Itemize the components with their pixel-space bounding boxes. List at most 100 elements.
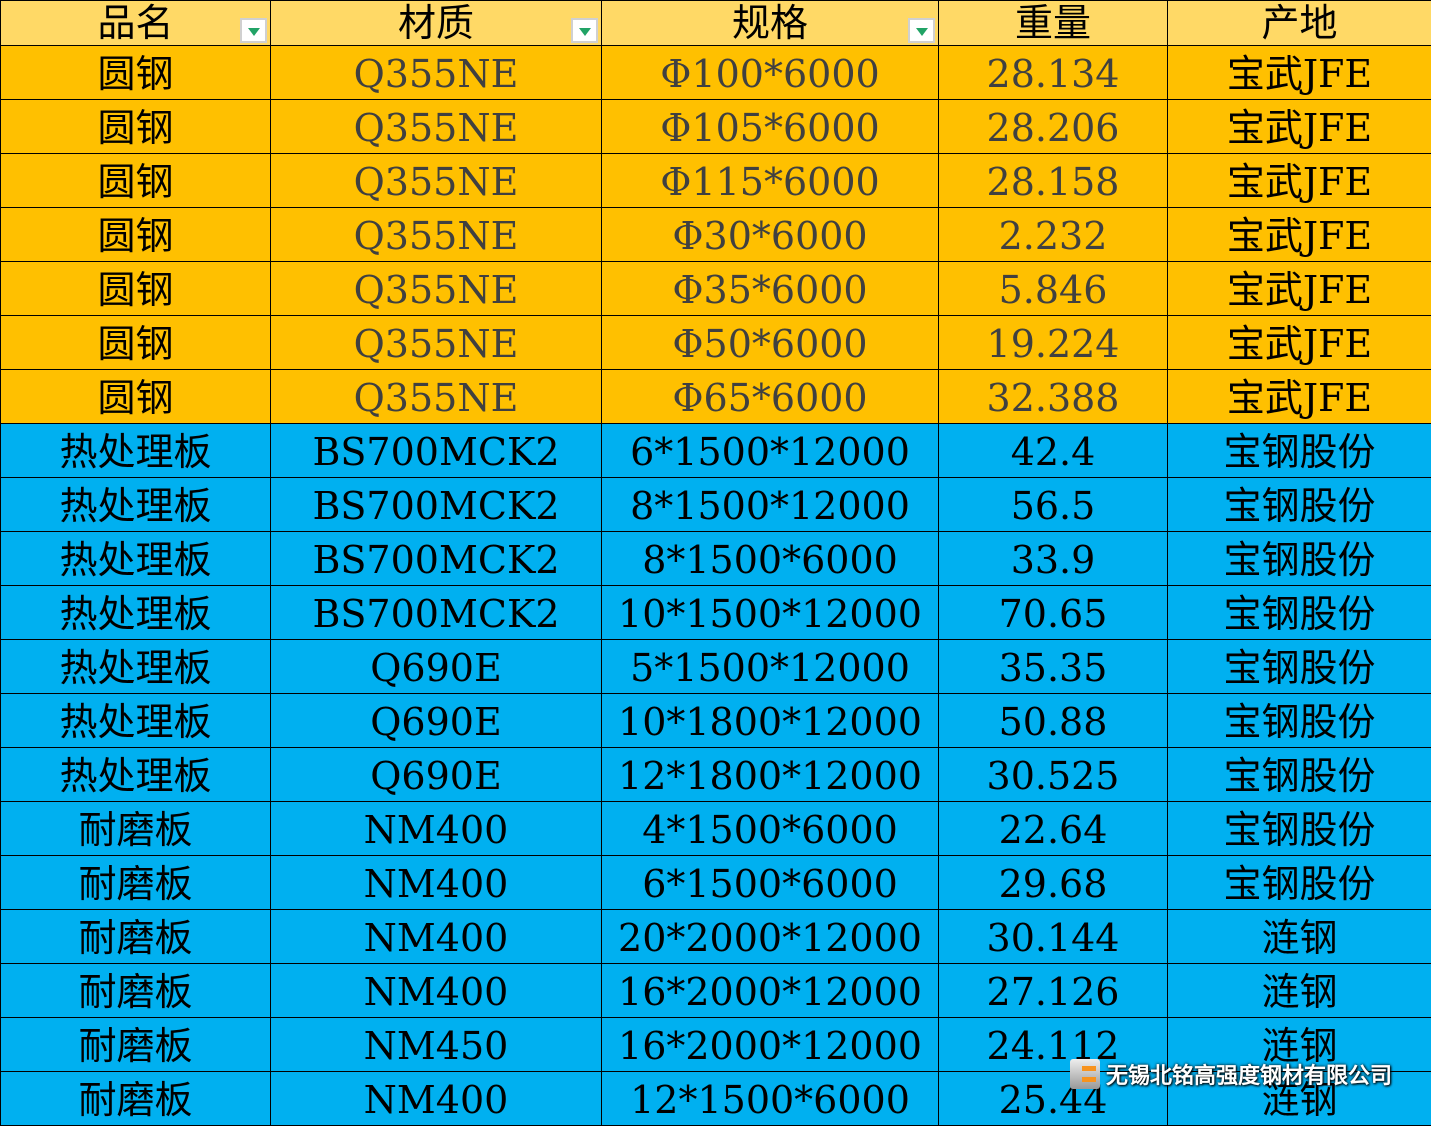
cell-spec[interactable]: 5*1500*12000 xyxy=(601,639,939,694)
cell-product-name[interactable]: 耐磨板 xyxy=(0,855,271,910)
cell-product-name[interactable]: 热处理板 xyxy=(0,693,271,748)
cell-weight[interactable]: 27.126 xyxy=(938,963,1168,1018)
cell-weight[interactable]: 2.232 xyxy=(938,207,1168,262)
cell-material[interactable]: BS700MCK2 xyxy=(270,531,602,586)
cell-spec[interactable]: Φ105*6000 xyxy=(601,99,939,154)
cell-origin[interactable]: 宝武JFE xyxy=(1167,207,1431,262)
cell-weight[interactable]: 33.9 xyxy=(938,531,1168,586)
cell-spec[interactable]: Φ30*6000 xyxy=(601,207,939,262)
header-product-name[interactable]: 品名 xyxy=(0,0,271,46)
cell-product-name[interactable]: 耐磨板 xyxy=(0,1071,271,1126)
cell-material[interactable]: Q355NE xyxy=(270,153,602,208)
cell-weight[interactable]: 29.68 xyxy=(938,855,1168,910)
cell-spec[interactable]: 6*1500*6000 xyxy=(601,855,939,910)
cell-spec[interactable]: 4*1500*6000 xyxy=(601,801,939,856)
cell-material[interactable]: Q355NE xyxy=(270,315,602,370)
cell-product-name[interactable]: 热处理板 xyxy=(0,585,271,640)
cell-origin[interactable]: 宝武JFE xyxy=(1167,315,1431,370)
cell-weight[interactable]: 28.134 xyxy=(938,45,1168,100)
cell-origin[interactable]: 宝武JFE xyxy=(1167,369,1431,424)
cell-weight[interactable]: 56.5 xyxy=(938,477,1168,532)
cell-product-name[interactable]: 热处理板 xyxy=(0,531,271,586)
cell-product-name[interactable]: 圆钢 xyxy=(0,153,271,208)
cell-weight[interactable]: 25.44 xyxy=(938,1071,1168,1126)
cell-product-name[interactable]: 耐磨板 xyxy=(0,801,271,856)
header-weight[interactable]: 重量 xyxy=(938,0,1168,46)
cell-spec[interactable]: 12*1500*6000 xyxy=(601,1071,939,1126)
cell-origin[interactable]: 宝钢股份 xyxy=(1167,855,1431,910)
cell-spec[interactable]: Φ115*6000 xyxy=(601,153,939,208)
cell-product-name[interactable]: 圆钢 xyxy=(0,207,271,262)
cell-spec[interactable]: 20*2000*12000 xyxy=(601,909,939,964)
cell-spec[interactable]: Φ35*6000 xyxy=(601,261,939,316)
cell-origin[interactable]: 宝武JFE xyxy=(1167,99,1431,154)
cell-product-name[interactable]: 圆钢 xyxy=(0,369,271,424)
cell-material[interactable]: Q355NE xyxy=(270,261,602,316)
cell-origin[interactable]: 涟钢 xyxy=(1167,909,1431,964)
cell-spec[interactable]: 16*2000*12000 xyxy=(601,963,939,1018)
cell-weight[interactable]: 30.144 xyxy=(938,909,1168,964)
cell-product-name[interactable]: 圆钢 xyxy=(0,45,271,100)
cell-spec[interactable]: 10*1800*12000 xyxy=(601,693,939,748)
cell-weight[interactable]: 30.525 xyxy=(938,747,1168,802)
cell-origin[interactable]: 宝钢股份 xyxy=(1167,801,1431,856)
cell-product-name[interactable]: 圆钢 xyxy=(0,99,271,154)
cell-product-name[interactable]: 热处理板 xyxy=(0,423,271,478)
cell-product-name[interactable]: 耐磨板 xyxy=(0,963,271,1018)
cell-material[interactable]: Q355NE xyxy=(270,99,602,154)
cell-spec[interactable]: Φ50*6000 xyxy=(601,315,939,370)
cell-material[interactable]: Q690E xyxy=(270,693,602,748)
cell-origin[interactable]: 宝钢股份 xyxy=(1167,693,1431,748)
cell-spec[interactable]: Φ100*6000 xyxy=(601,45,939,100)
cell-spec[interactable]: 12*1800*12000 xyxy=(601,747,939,802)
cell-product-name[interactable]: 圆钢 xyxy=(0,261,271,316)
cell-origin[interactable]: 宝武JFE xyxy=(1167,45,1431,100)
cell-product-name[interactable]: 热处理板 xyxy=(0,477,271,532)
cell-weight[interactable]: 5.846 xyxy=(938,261,1168,316)
cell-weight[interactable]: 28.158 xyxy=(938,153,1168,208)
cell-product-name[interactable]: 耐磨板 xyxy=(0,1017,271,1072)
cell-weight[interactable]: 22.64 xyxy=(938,801,1168,856)
cell-origin[interactable]: 涟钢 xyxy=(1167,963,1431,1018)
cell-spec[interactable]: 10*1500*12000 xyxy=(601,585,939,640)
cell-spec[interactable]: 8*1500*12000 xyxy=(601,477,939,532)
cell-origin[interactable]: 宝钢股份 xyxy=(1167,585,1431,640)
cell-spec[interactable]: 16*2000*12000 xyxy=(601,1017,939,1072)
cell-material[interactable]: NM400 xyxy=(270,801,602,856)
cell-material[interactable]: Q355NE xyxy=(270,207,602,262)
cell-weight[interactable]: 28.206 xyxy=(938,99,1168,154)
cell-origin[interactable]: 宝钢股份 xyxy=(1167,477,1431,532)
cell-material[interactable]: BS700MCK2 xyxy=(270,585,602,640)
cell-weight[interactable]: 42.4 xyxy=(938,423,1168,478)
filter-dropdown-icon[interactable] xyxy=(571,18,598,43)
cell-origin[interactable]: 涟钢 xyxy=(1167,1017,1431,1072)
cell-material[interactable]: Q355NE xyxy=(270,45,602,100)
cell-weight[interactable]: 32.388 xyxy=(938,369,1168,424)
cell-material[interactable]: NM400 xyxy=(270,855,602,910)
cell-material[interactable]: Q355NE xyxy=(270,369,602,424)
cell-material[interactable]: BS700MCK2 xyxy=(270,477,602,532)
cell-material[interactable]: Q690E xyxy=(270,747,602,802)
cell-weight[interactable]: 35.35 xyxy=(938,639,1168,694)
cell-weight[interactable]: 50.88 xyxy=(938,693,1168,748)
cell-product-name[interactable]: 圆钢 xyxy=(0,315,271,370)
header-spec[interactable]: 规格 xyxy=(601,0,939,46)
filter-dropdown-icon[interactable] xyxy=(908,18,935,43)
cell-origin[interactable]: 宝钢股份 xyxy=(1167,531,1431,586)
cell-material[interactable]: NM450 xyxy=(270,1017,602,1072)
cell-spec[interactable]: Φ65*6000 xyxy=(601,369,939,424)
header-origin[interactable]: 产地 xyxy=(1167,0,1431,46)
cell-weight[interactable]: 19.224 xyxy=(938,315,1168,370)
cell-origin[interactable]: 宝钢股份 xyxy=(1167,423,1431,478)
cell-origin[interactable]: 涟钢 xyxy=(1167,1071,1431,1126)
filter-dropdown-icon[interactable] xyxy=(240,18,267,43)
cell-weight[interactable]: 70.65 xyxy=(938,585,1168,640)
cell-spec[interactable]: 8*1500*6000 xyxy=(601,531,939,586)
cell-product-name[interactable]: 热处理板 xyxy=(0,639,271,694)
cell-product-name[interactable]: 热处理板 xyxy=(0,747,271,802)
header-material[interactable]: 材质 xyxy=(270,0,602,46)
cell-origin[interactable]: 宝武JFE xyxy=(1167,261,1431,316)
cell-material[interactable]: NM400 xyxy=(270,963,602,1018)
cell-origin[interactable]: 宝钢股份 xyxy=(1167,639,1431,694)
cell-origin[interactable]: 宝钢股份 xyxy=(1167,747,1431,802)
